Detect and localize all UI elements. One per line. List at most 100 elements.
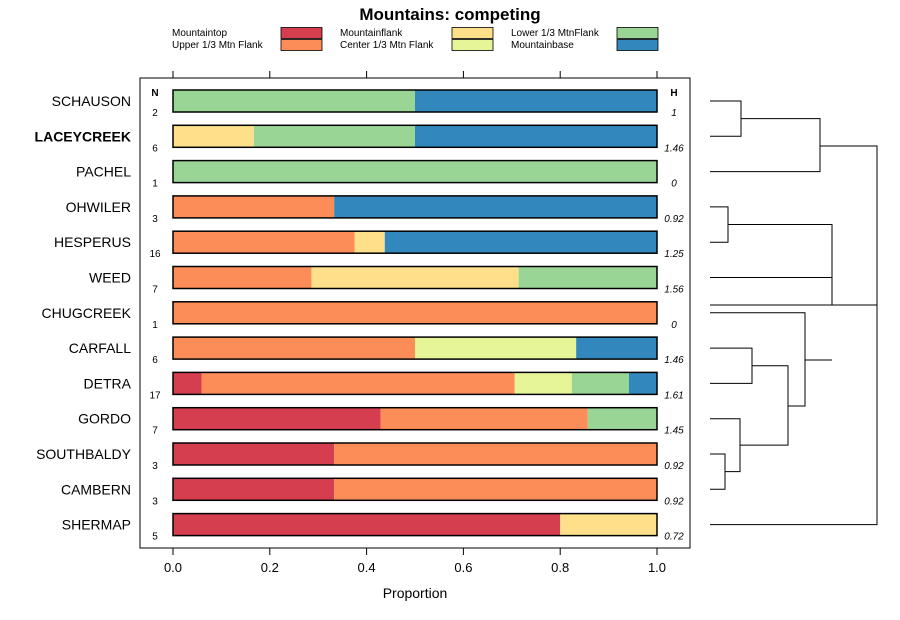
dendrogram-branch [710, 206, 729, 243]
legend-label-center-1-3-mtn-flank: Center 1/3 Mtn Flank [340, 40, 434, 51]
dendrogram-branch [710, 118, 821, 173]
bar-segment-upper-1-3-mtn-flank [173, 231, 355, 254]
legend-label-mountainflank: Mountainflank [340, 28, 403, 39]
legend-label-upper-1-3-mtn-flank: Upper 1/3 Mtn Flank [172, 40, 264, 51]
category-label: SHERMAP [62, 517, 131, 533]
dendrogram-branch [740, 365, 789, 446]
bars: SCHAUSON 2 1 LACEYCREEK 6 1.46 PACHEL 1 0 OHWILER… [35, 89, 684, 543]
row-weed: WEED 7 1.56 [89, 265, 684, 296]
bar-outline [172, 124, 658, 149]
bar-segment-mountainflank [173, 125, 254, 148]
h-value: 0.92 [664, 461, 684, 472]
bar-segment-mountaintop [173, 513, 561, 536]
n-value: 7 [152, 285, 158, 296]
n-value: 6 [152, 355, 158, 366]
bar-segment-lower-1-3-mtnflank [253, 125, 415, 148]
bar-segment-upper-1-3-mtn-flank [173, 195, 335, 218]
n-value: 1 [152, 320, 158, 331]
row-ohwiler: OHWILER 3 0.92 [66, 195, 684, 225]
x-tick-label: 0.4 [358, 560, 376, 575]
bar-segment-upper-1-3-mtn-flank [173, 337, 415, 360]
x-tick-label: 1.0 [648, 560, 666, 575]
category-label: OHWILER [66, 199, 131, 215]
x-tick-label: 0.0 [164, 560, 182, 575]
bar-segment-center-1-3-mtn-flank [415, 337, 577, 360]
n-header: N [151, 88, 158, 99]
bar-segment-lower-1-3-mtnflank [571, 372, 629, 395]
legend-swatch-center-1-3-mtn-flank [451, 39, 494, 51]
bar-segment-upper-1-3-mtn-flank [334, 478, 657, 501]
x-axis-label: Proportion [383, 585, 448, 601]
bar-outline [172, 477, 658, 502]
dendrogram-branch [710, 347, 753, 384]
h-header: H [670, 88, 677, 99]
h-value: 0 [671, 179, 677, 190]
dendrogram-branch [820, 145, 878, 305]
category-label: DETRA [84, 375, 132, 391]
dendrogram-branch [710, 100, 742, 137]
h-value: 1.46 [664, 355, 684, 366]
legend-swatch-mountainflank [451, 27, 494, 39]
bar-segment-lower-1-3-mtnflank [587, 407, 657, 430]
bar-segment-lower-1-3-mtnflank [518, 266, 657, 289]
bar-outline [172, 406, 658, 431]
bar-outline [172, 265, 658, 290]
bar-segment-mountainflank [311, 266, 519, 289]
n-value: 16 [149, 249, 161, 260]
n-value: 3 [152, 496, 158, 507]
bar-segment-upper-1-3-mtn-flank [380, 407, 588, 430]
x-axis: 0.0 0.2 0.4 0.6 0.8 1.0 [164, 71, 666, 575]
h-value: 0.72 [664, 532, 684, 543]
legend-swatch-mountainbase [616, 39, 659, 51]
category-label: PACHEL [76, 164, 131, 180]
row-shermap: SHERMAP 5 0.72 [62, 512, 684, 543]
h-value: 1.61 [664, 390, 683, 401]
n-value: 6 [152, 143, 158, 154]
dendrogram-branch [710, 453, 726, 490]
n-value: 3 [152, 461, 158, 472]
row-schauson: SCHAUSON 2 1 [52, 89, 677, 119]
row-laceycreek: LACEYCREEK 6 1.46 [35, 124, 684, 154]
bar-outline [172, 159, 658, 184]
bar-segment-mountainflank [560, 513, 657, 536]
row-cambern: CAMBERN 3 0.92 [61, 477, 684, 507]
h-value: 0 [671, 320, 677, 331]
chart-title: Mountains: competing [359, 5, 540, 24]
row-southbaldy: SOUTHBALDY 3 0.92 [36, 442, 684, 472]
bar-segment-mountainflank [354, 231, 385, 254]
n-value: 17 [149, 390, 161, 401]
bar-outline [172, 371, 658, 396]
legend-swatch-mountaintop [280, 27, 323, 39]
x-tick-label: 0.2 [261, 560, 279, 575]
category-label: LACEYCREEK [35, 128, 131, 144]
category-label: CHUGCREEK [42, 305, 132, 321]
bar-outline [172, 301, 658, 325]
bar-segment-mountaintop [173, 372, 202, 395]
bar-outline [172, 336, 658, 360]
bar-outline [172, 442, 658, 466]
x-tick-label: 0.6 [454, 560, 472, 575]
bar-segment-center-1-3-mtn-flank [514, 372, 572, 395]
h-value: 1 [671, 108, 677, 119]
bar-segment-mountainbase [334, 195, 657, 218]
row-chugcreek: CHUGCREEK 1 0 [42, 301, 677, 331]
row-gordo: GORDO 7 1.45 [78, 406, 684, 437]
bar-segment-mountainbase [628, 372, 657, 395]
dendrogram [710, 100, 878, 526]
n-value: 2 [152, 108, 158, 119]
row-carfall: CARFALL 6 1.46 [69, 336, 684, 366]
legend-swatch-lower-1-3-mtnflank [616, 27, 659, 39]
legend-swatch-upper-1-3-mtn-flank [280, 39, 323, 51]
category-label: GORDO [78, 411, 131, 427]
bar-outline [172, 230, 658, 254]
bar-segment-lower-1-3-mtnflank [173, 160, 657, 183]
category-label: SOUTHBALDY [36, 446, 132, 462]
bar-segment-mountaintop [173, 443, 335, 465]
category-label: CAMBERN [61, 481, 131, 497]
category-label: SCHAUSON [52, 93, 131, 109]
x-tick-label: 0.8 [551, 560, 569, 575]
category-label: CARFALL [69, 340, 131, 356]
row-detra: DETRA 17 1.61 [84, 371, 684, 401]
